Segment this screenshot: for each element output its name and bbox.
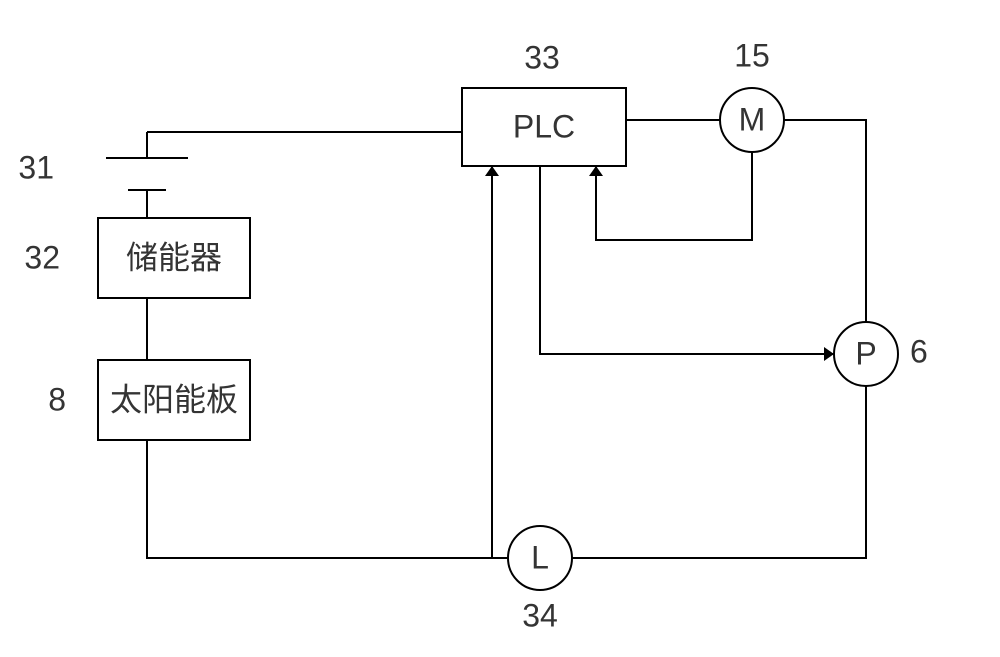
pump-ref: 6 (910, 333, 928, 369)
motor-ref: 15 (734, 37, 770, 73)
solar-to-sensor-to-pump-loop-left (147, 440, 508, 558)
arrowhead (824, 347, 834, 361)
pump-label: P (855, 335, 876, 371)
motor-label: M (739, 101, 766, 137)
arrowhead (589, 166, 603, 176)
plc-ref: 33 (524, 39, 560, 75)
sensor-label: L (531, 539, 549, 575)
storage-ref: 32 (24, 239, 60, 275)
solar-to-sensor-to-pump-loop-right (572, 386, 866, 558)
motor-right-up-to-pump (784, 120, 866, 322)
sensor-left-stub (492, 526, 508, 558)
battery-ref: 31 (18, 149, 54, 185)
sensor-ref: 34 (522, 597, 558, 633)
plc-to-pump (540, 166, 834, 354)
storage-label: 储能器 (126, 239, 222, 275)
arrowhead (485, 166, 499, 176)
solar-ref: 8 (48, 381, 66, 417)
solar-label: 太阳能板 (110, 381, 238, 417)
plc-label: PLC (513, 108, 575, 144)
